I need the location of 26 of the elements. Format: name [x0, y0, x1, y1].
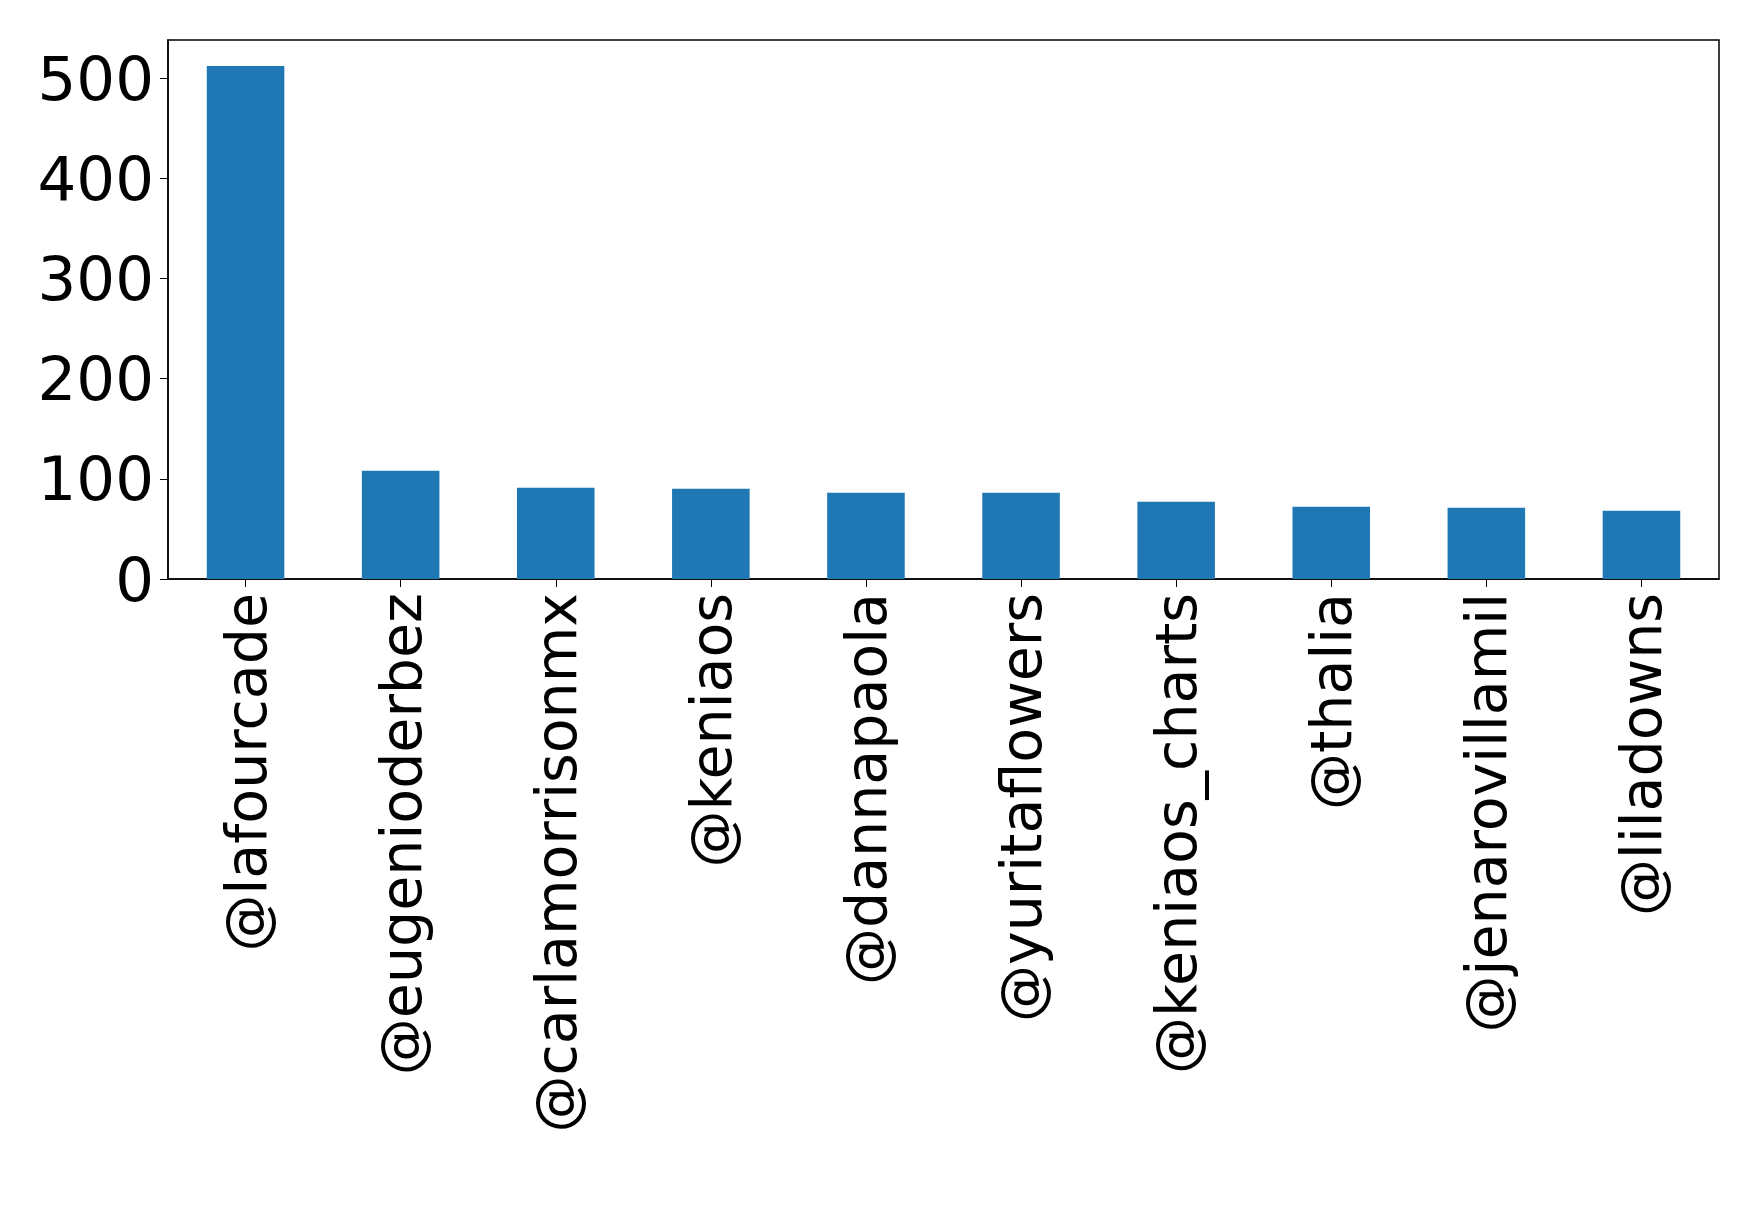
bar — [206, 66, 285, 579]
bar — [1137, 501, 1215, 579]
y-tick-label: 0 — [115, 543, 154, 615]
x-tick-label: @yuritaflowers — [988, 593, 1055, 1023]
y-tick-label: 200 — [37, 343, 154, 415]
x-tick-label: @keniaos_charts — [1143, 593, 1210, 1074]
x-tick-label: @jenarovillamil — [1453, 593, 1520, 1033]
x-tick-label: @carlamorrisonmx — [522, 593, 589, 1133]
bar — [1447, 507, 1526, 579]
bar — [982, 492, 1060, 579]
bar — [1292, 506, 1371, 579]
y-tick-label: 300 — [37, 242, 154, 314]
x-tick-label: @lafourcade — [212, 593, 279, 952]
bar — [361, 470, 440, 579]
x-tick-label: @thalia — [1298, 593, 1365, 811]
x-tick-label: @eugenioderbez — [367, 593, 434, 1076]
bar — [827, 492, 905, 579]
bar — [672, 488, 750, 579]
x-tick-label: @keniaos — [677, 593, 744, 868]
y-tick-label: 400 — [37, 142, 154, 214]
y-tick-label: 100 — [37, 443, 154, 515]
bar — [516, 487, 595, 579]
y-tick-label: 500 — [37, 42, 154, 114]
bar — [1602, 510, 1681, 579]
x-tick-label: @liladowns — [1608, 593, 1675, 916]
x-tick-label: @dannapaola — [832, 593, 899, 986]
